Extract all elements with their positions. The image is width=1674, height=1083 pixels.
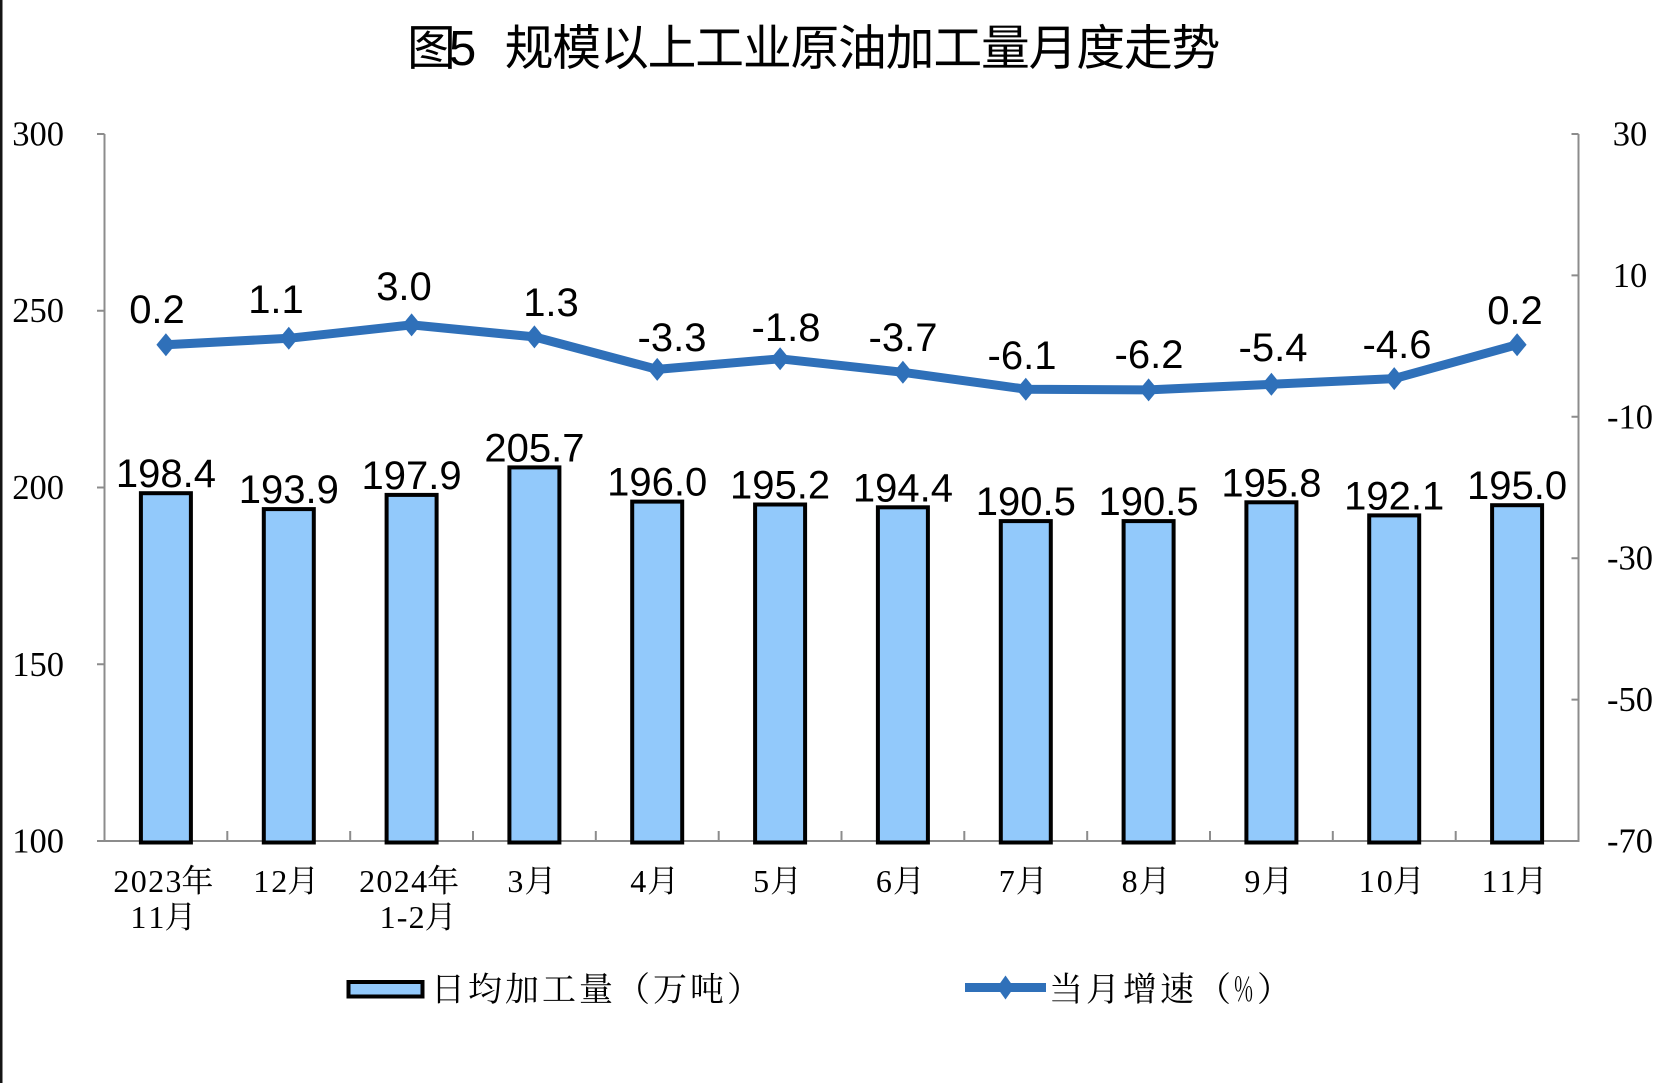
svg-text:6: 6 xyxy=(876,863,892,899)
svg-text:-1.8: -1.8 xyxy=(752,306,821,350)
svg-text:3.0: 3.0 xyxy=(376,265,432,309)
svg-text:100: 100 xyxy=(12,823,64,861)
svg-text:2024: 2024 xyxy=(359,863,427,899)
svg-text:192.1: 192.1 xyxy=(1344,474,1444,518)
svg-text:194.4: 194.4 xyxy=(853,466,953,510)
svg-text:1-2: 1-2 xyxy=(380,899,425,935)
svg-text:-5.4: -5.4 xyxy=(1239,326,1308,370)
svg-text:195.0: 195.0 xyxy=(1467,464,1567,508)
svg-text:3: 3 xyxy=(507,863,523,899)
svg-text:205.7: 205.7 xyxy=(484,426,584,470)
svg-text:0.2: 0.2 xyxy=(129,288,185,332)
svg-text:-3.7: -3.7 xyxy=(869,316,938,360)
svg-text:4: 4 xyxy=(630,863,646,899)
svg-text:1.1: 1.1 xyxy=(248,278,304,322)
svg-text:195.2: 195.2 xyxy=(730,464,830,508)
svg-text:-6.2: -6.2 xyxy=(1115,333,1184,377)
svg-text:198.4: 198.4 xyxy=(116,452,216,496)
svg-text:-6.1: -6.1 xyxy=(988,334,1057,378)
svg-text:-30: -30 xyxy=(1607,540,1653,578)
svg-text:-10: -10 xyxy=(1607,398,1653,436)
svg-text:190.5: 190.5 xyxy=(1099,480,1199,524)
svg-text:300: 300 xyxy=(12,116,64,154)
svg-text:193.9: 193.9 xyxy=(239,468,339,512)
svg-text:30: 30 xyxy=(1613,116,1648,154)
svg-text:9: 9 xyxy=(1244,863,1260,899)
svg-text:-4.6: -4.6 xyxy=(1363,323,1432,367)
svg-text:5: 5 xyxy=(449,22,476,76)
svg-text:1.3: 1.3 xyxy=(523,281,579,325)
svg-text:-50: -50 xyxy=(1607,681,1653,719)
svg-text:-3.3: -3.3 xyxy=(638,316,707,360)
svg-text:0.2: 0.2 xyxy=(1487,289,1543,333)
svg-text:5: 5 xyxy=(753,863,769,899)
svg-text:150: 150 xyxy=(12,646,64,684)
svg-text:197.9: 197.9 xyxy=(362,454,462,498)
svg-text:200: 200 xyxy=(12,469,64,507)
svg-text:2023: 2023 xyxy=(113,863,181,899)
svg-text:10: 10 xyxy=(1613,257,1648,295)
svg-text:8: 8 xyxy=(1122,863,1138,899)
svg-text:250: 250 xyxy=(12,292,64,330)
svg-text:-70: -70 xyxy=(1607,823,1653,861)
svg-text:196.0: 196.0 xyxy=(607,461,707,505)
svg-text:7: 7 xyxy=(999,863,1015,899)
svg-text:195.8: 195.8 xyxy=(1221,461,1321,505)
svg-text:190.5: 190.5 xyxy=(976,480,1076,524)
